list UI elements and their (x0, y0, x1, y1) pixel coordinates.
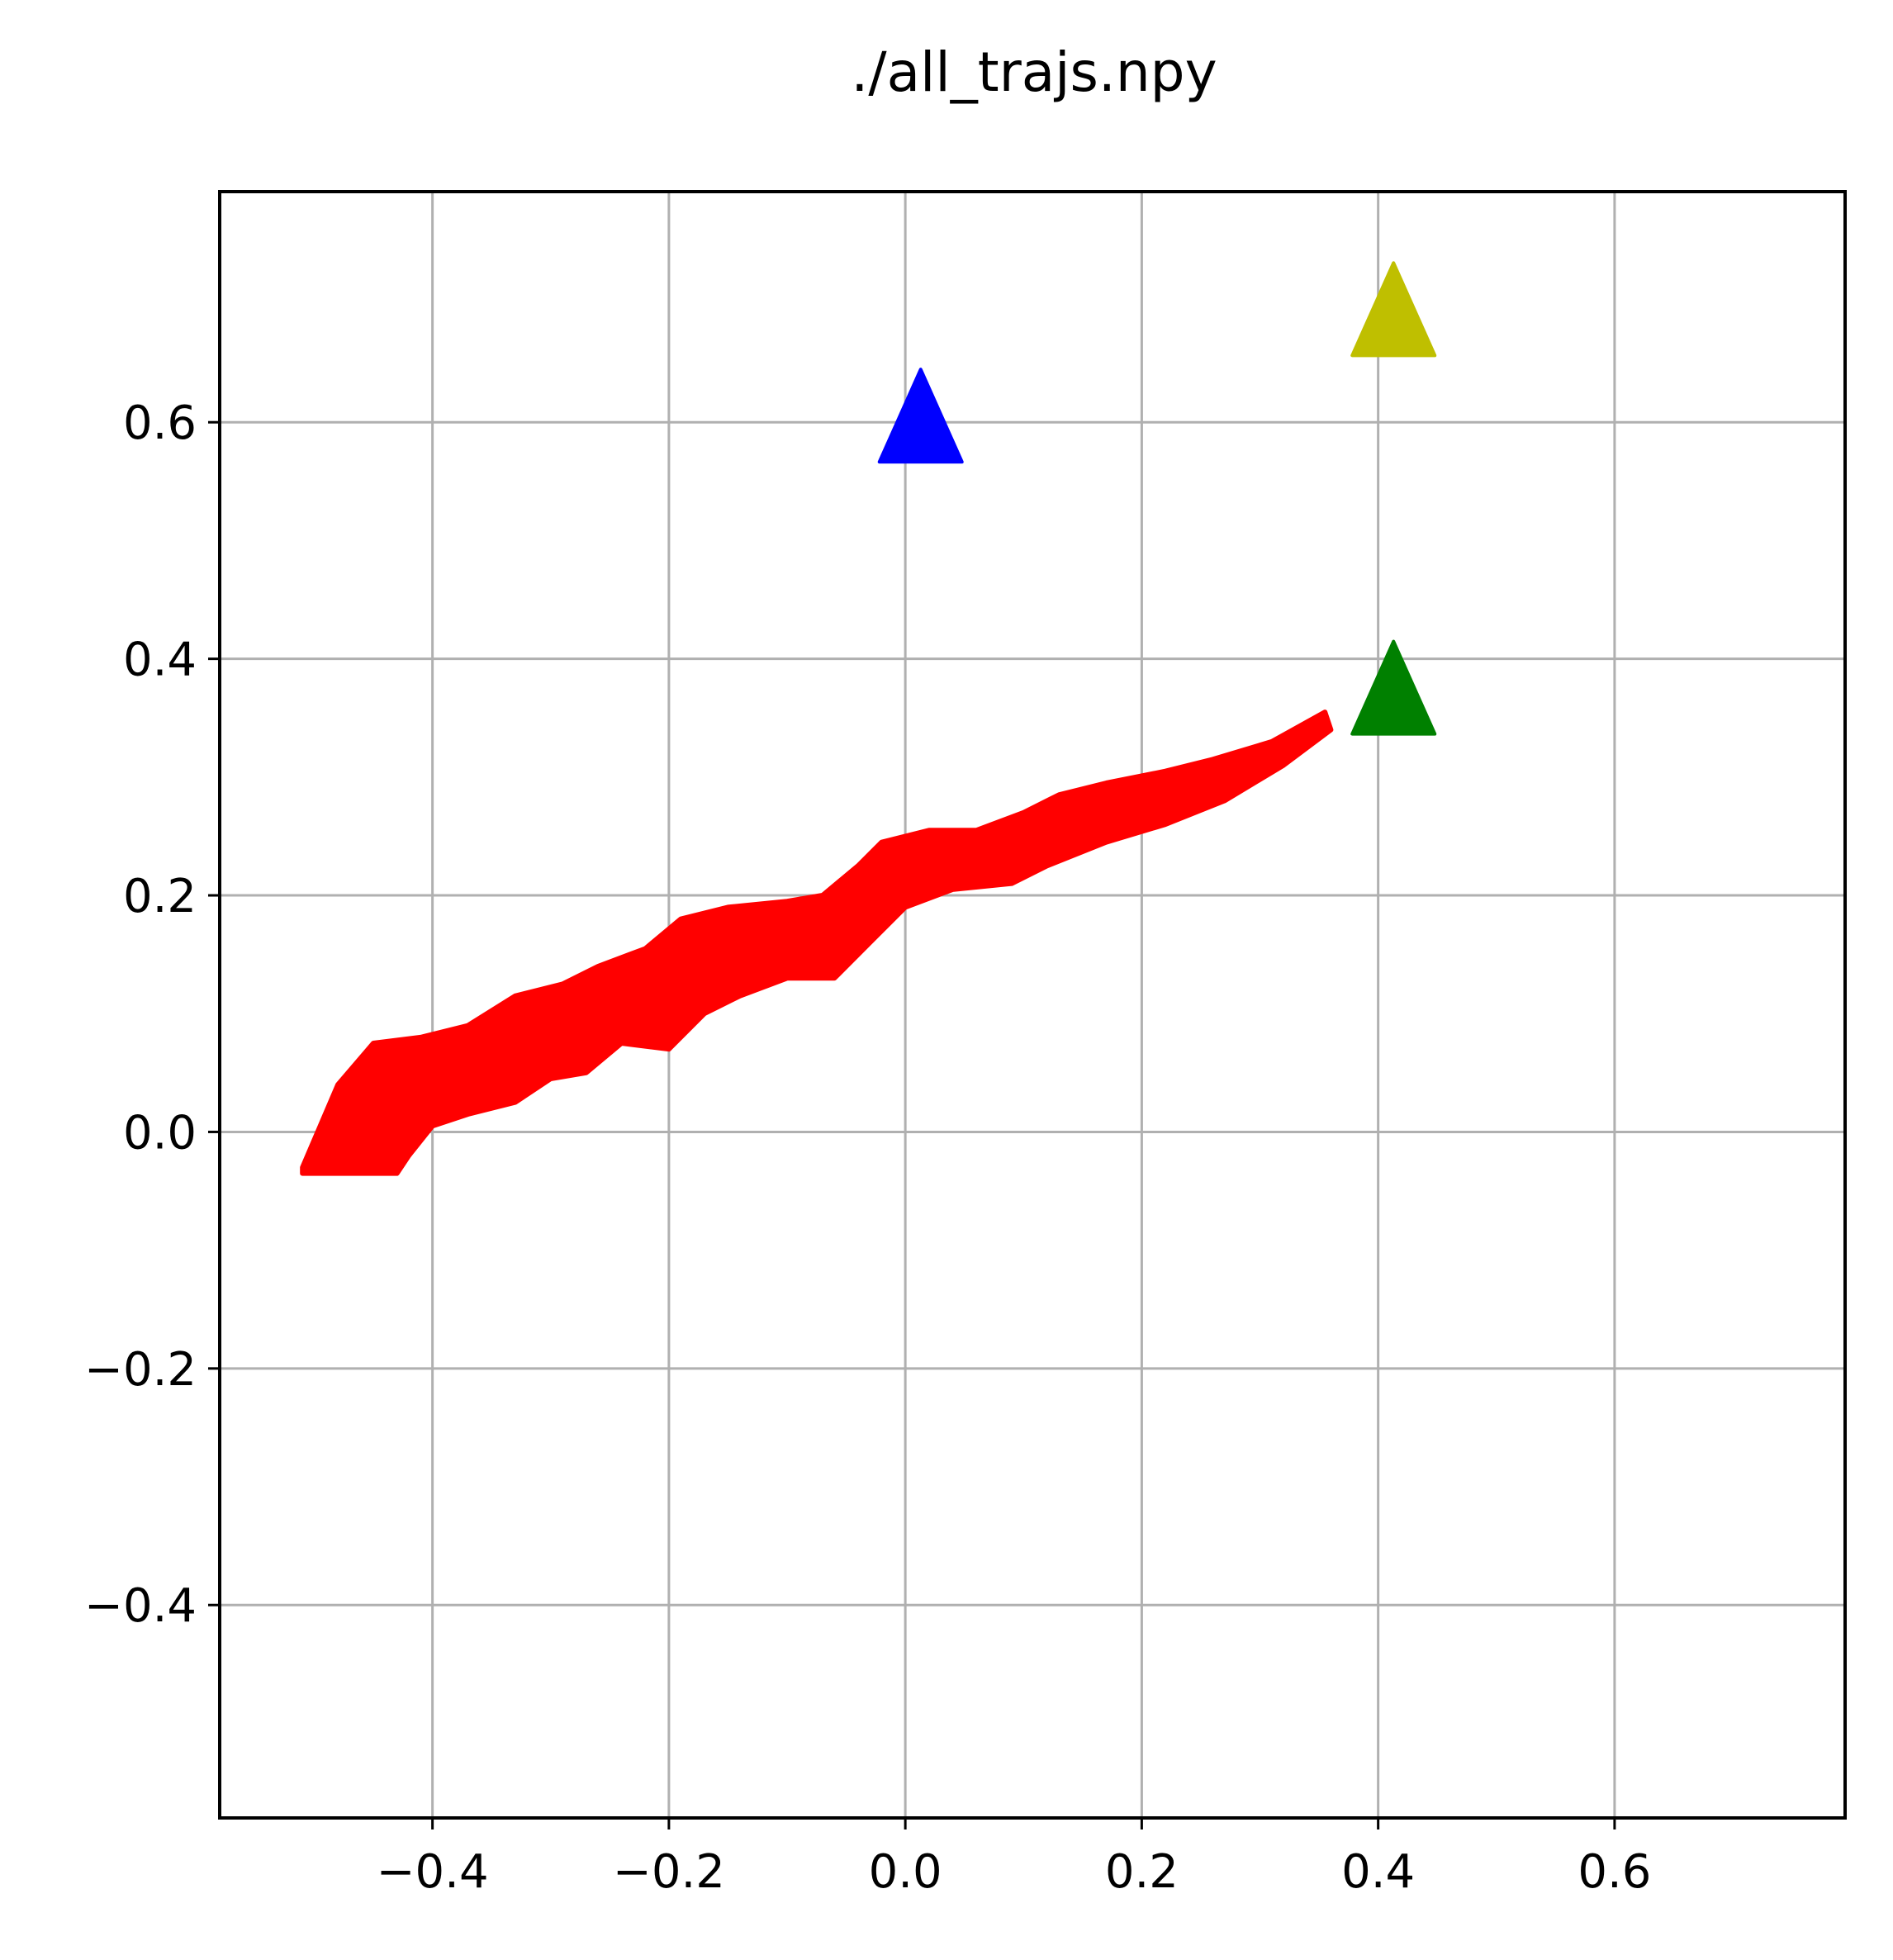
x-tick-label-3: 0.2 (1105, 1845, 1179, 1899)
y-tick-label-5: 0.6 (123, 396, 197, 450)
x-tick-label-0: −0.4 (377, 1845, 489, 1899)
x-tick-label-5: 0.6 (1578, 1845, 1651, 1899)
trajectory-band (300, 709, 1334, 1176)
x-tick-label-4: 0.4 (1341, 1845, 1415, 1899)
y-tick-label-2: 0.0 (123, 1106, 197, 1160)
x-tick-label-2: 0.0 (869, 1845, 942, 1899)
triangle-marker-2 (1350, 639, 1437, 736)
triangle-marker-1 (1350, 261, 1437, 358)
triangle-marker-0 (877, 368, 964, 464)
chart-title: ./all_trajs.npy (851, 40, 1217, 104)
y-tick-label-0: −0.4 (84, 1579, 197, 1633)
y-tick-label-4: 0.4 (123, 634, 197, 687)
x-tick-label-1: −0.2 (613, 1845, 725, 1899)
axes-frame (218, 190, 1847, 1820)
y-tick-label-3: 0.2 (123, 870, 197, 923)
y-tick-label-1: −0.2 (84, 1343, 197, 1397)
plot-area: −0.4 −0.2 0.0 0.2 0.4 0.6 −0.4 −0.2 0.0 0.2 0.4 0.6 (84, 190, 1847, 1899)
